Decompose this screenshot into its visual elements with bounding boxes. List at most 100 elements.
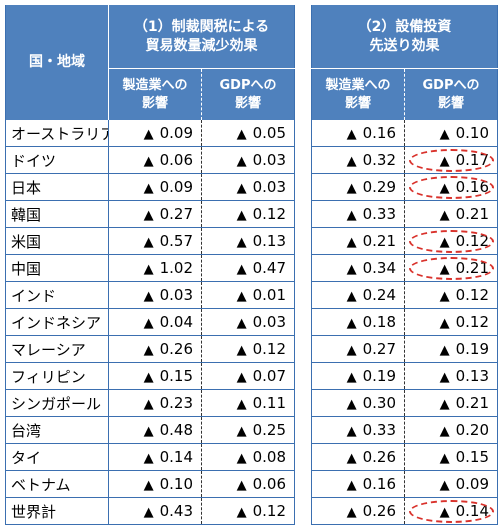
value-number: 0.26 [159,340,193,358]
tariff-mfg-header-line2: 影響 [141,95,168,111]
negative-triangle-icon: ▲ [236,262,247,277]
tariff-mfg-value: ▲ 1.02 [108,254,202,282]
negative-triangle-icon: ▲ [236,208,247,223]
country-name: 世界計 [5,497,109,525]
value-number: 0.15 [159,367,193,385]
tariff-gdp-value: ▲ 0.03 [201,308,295,336]
tariff-mfg-header: 製造業への 影響 [108,68,202,120]
negative-triangle-icon: ▲ [143,316,154,331]
table-row: ▲ 0.30 ▲ 0.21 [311,389,498,417]
value-number: 0.19 [455,340,489,358]
value-number: 0.23 [159,394,193,412]
negative-triangle-icon: ▲ [439,343,450,358]
tariff-gdp-value: ▲ 0.06 [201,470,295,498]
value-number: 0.01 [252,286,287,304]
investment-gdp-value: ▲ 0.14 [404,497,498,525]
negative-triangle-icon: ▲ [346,343,357,358]
value-number: 0.08 [252,448,287,466]
country-name: フィリピン [5,362,109,390]
negative-triangle-icon: ▲ [143,370,154,385]
tariff-mfg-header-line1: 製造業への [122,77,188,93]
investment-gdp-value: ▲ 0.21 [404,254,498,282]
negative-triangle-icon: ▲ [346,289,357,304]
tariff-gdp-value: ▲ 0.12 [201,335,295,363]
value-number: 0.13 [252,232,287,250]
negative-triangle-icon: ▲ [346,370,357,385]
investment-mfg-value: ▲ 0.21 [311,227,405,255]
value-number: 0.18 [362,313,396,331]
value-number: 1.02 [159,259,193,277]
country-name: 日本 [5,173,109,201]
table-row: ▲ 0.26 ▲ 0.14 [311,497,498,525]
table-row: インド ▲ 0.03 ▲ 0.01 [5,281,295,309]
tariff-mfg-value: ▲ 0.04 [108,308,202,336]
value-number: 0.12 [252,205,287,223]
investment-gdp-value: ▲ 0.16 [404,173,498,201]
investment-gdp-value: ▲ 0.21 [404,200,498,228]
value-number: 0.21 [455,394,489,412]
tariff-mfg-value: ▲ 0.23 [108,389,202,417]
table-row: 韓国 ▲ 0.27 ▲ 0.12 [5,200,295,228]
table-row: 日本 ▲ 0.09 ▲ 0.03 [5,173,295,201]
negative-triangle-icon: ▲ [143,289,154,304]
value-number: 0.06 [159,151,193,169]
negative-triangle-icon: ▲ [439,235,450,250]
country-header: 国・地域 [5,5,109,120]
table-row: オーストラリア ▲ 0.09 ▲ 0.05 [5,120,295,147]
table-row: ▲ 0.27 ▲ 0.19 [311,335,498,363]
negative-triangle-icon: ▲ [439,316,450,331]
table-row: ▲ 0.19 ▲ 0.13 [311,362,498,390]
investment-group-header: （2）設備投資 先送り効果 [311,5,498,69]
negative-triangle-icon: ▲ [236,154,247,169]
value-number: 0.48 [159,421,193,439]
investment-gdp-header-line1: GDPへの [422,77,480,93]
value-number: 0.27 [159,205,193,223]
tariff-gdp-value: ▲ 0.47 [201,254,295,282]
tariff-mfg-value: ▲ 0.09 [108,120,202,147]
value-number: 0.21 [455,205,489,223]
value-number: 0.03 [252,151,287,169]
country-name: シンガポール [5,389,109,417]
value-number: 0.29 [362,178,396,196]
investment-mfg-value: ▲ 0.27 [311,335,405,363]
table-row: ▲ 0.33 ▲ 0.20 [311,416,498,444]
tariff-gdp-value: ▲ 0.13 [201,227,295,255]
value-number: 0.12 [455,286,489,304]
negative-triangle-icon: ▲ [143,424,154,439]
country-name: 中国 [5,254,109,282]
investment-mfg-value: ▲ 0.24 [311,281,405,309]
negative-triangle-icon: ▲ [439,208,450,223]
table-row: シンガポール ▲ 0.23 ▲ 0.11 [5,389,295,417]
table-row: ▲ 0.16 ▲ 0.09 [311,470,498,498]
tariff-mfg-value: ▲ 0.10 [108,470,202,498]
country-name: タイ [5,443,109,471]
tariff-group-header-line1: （1）制裁関税による [133,18,270,35]
negative-triangle-icon: ▲ [236,181,247,196]
negative-triangle-icon: ▲ [346,181,357,196]
tariff-mfg-value: ▲ 0.27 [108,200,202,228]
table-row: ▲ 0.21 ▲ 0.12 [311,227,498,255]
table-row: ▲ 0.24 ▲ 0.12 [311,281,498,309]
negative-triangle-icon: ▲ [143,262,154,277]
value-number: 0.26 [362,502,396,520]
negative-triangle-icon: ▲ [143,397,154,412]
negative-triangle-icon: ▲ [346,397,357,412]
tariff-mfg-value: ▲ 0.26 [108,335,202,363]
value-number: 0.16 [362,124,396,142]
tariff-gdp-value: ▲ 0.12 [201,497,295,525]
investment-mfg-value: ▲ 0.29 [311,173,405,201]
investment-gdp-value: ▲ 0.13 [404,362,498,390]
investment-gdp-value: ▲ 0.17 [404,146,498,174]
investment-mfg-value: ▲ 0.16 [311,470,405,498]
negative-triangle-icon: ▲ [346,154,357,169]
table-row: ベトナム ▲ 0.10 ▲ 0.06 [5,470,295,498]
table-row: ▲ 0.18 ▲ 0.12 [311,308,498,336]
negative-triangle-icon: ▲ [143,208,154,223]
investment-gdp-value: ▲ 0.19 [404,335,498,363]
tariff-gdp-header-line1: GDPへの [219,77,277,93]
value-number: 0.57 [159,232,193,250]
value-number: 0.24 [362,286,396,304]
value-number: 0.17 [455,151,489,169]
negative-triangle-icon: ▲ [143,235,154,250]
negative-triangle-icon: ▲ [439,154,450,169]
